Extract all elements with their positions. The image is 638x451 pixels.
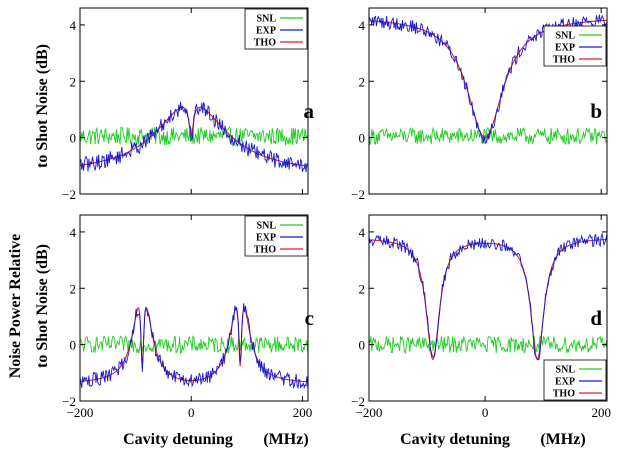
- y-axis-label-top: to Shot Noise (dB): [34, 44, 51, 168]
- legend-label-snl-d: SNL: [556, 365, 576, 376]
- legend-label-exp-d: EXP: [555, 377, 575, 388]
- x-tick-label-d-0: −200: [356, 405, 383, 420]
- legend-label-tho-d: THO: [553, 389, 575, 400]
- y-tick-label-b-2: 2: [359, 74, 366, 89]
- y-axis-label-bottom-line2: to Shot Noise (dB): [34, 244, 51, 368]
- y-tick-label-d-1: 0: [359, 338, 366, 353]
- y-tick-label-c-1: 0: [70, 338, 77, 353]
- legend-label-tho-a: THO: [254, 38, 276, 49]
- plot-frame-c: [79, 214, 309, 402]
- y-tick-label-c-2: 2: [70, 281, 77, 296]
- y-tick-label-a-2: 2: [70, 74, 77, 89]
- legend-label-tho-c: THO: [254, 245, 276, 256]
- y-tick-label-a-0: −2: [62, 187, 76, 202]
- legend-label-exp-a: EXP: [256, 26, 276, 37]
- plot-frame-b: [368, 7, 608, 195]
- y-tick-label-a-1: 0: [70, 131, 77, 146]
- panel-label-c: c: [305, 306, 314, 330]
- y-tick-label-c-3: 4: [70, 225, 77, 240]
- series-line-snl-a: [80, 126, 308, 147]
- y-tick-label-b-3: 4: [359, 18, 366, 33]
- panel-label-a: a: [304, 99, 315, 123]
- y-tick-label-c-0: −2: [62, 394, 76, 409]
- x-tick-label-d-1: 0: [482, 405, 489, 420]
- legend-label-tho-b: THO: [553, 55, 575, 66]
- series-line-exp-d: [369, 232, 607, 361]
- legend-label-exp-b: EXP: [555, 43, 575, 54]
- x-tick-label-d-2: 200: [591, 405, 611, 420]
- legend-label-exp-c: EXP: [256, 233, 276, 244]
- x-tick-label-c-0: −200: [67, 405, 94, 420]
- legend-label-snl-c: SNL: [257, 221, 277, 232]
- x-tick-label-c-1: 0: [188, 405, 195, 420]
- y-tick-label-b-1: 0: [359, 131, 366, 146]
- y-tick-label-d-0: −2: [351, 394, 365, 409]
- x-axis-label-right: Cavity detuning: [400, 431, 510, 448]
- y-tick-label-a-3: 4: [70, 18, 77, 33]
- x-tick-label-c-2: 200: [293, 405, 313, 420]
- series-line-snl-c: [80, 335, 308, 354]
- y-tick-label-b-0: −2: [351, 187, 365, 202]
- legend-label-snl-b: SNL: [556, 31, 576, 42]
- legend-label-snl-a: SNL: [257, 14, 277, 25]
- x-axis-label-left: Cavity detuning: [123, 431, 233, 448]
- x-axis-unit-right: (MHz): [540, 431, 585, 448]
- x-axis-unit-left: (MHz): [263, 431, 308, 448]
- y-tick-label-d-2: 2: [359, 281, 366, 296]
- plot-frame-a: [79, 7, 309, 195]
- plot-frame-d: [368, 214, 608, 402]
- y-axis-label-bottom-line1: Noise Power Relative: [7, 234, 24, 379]
- panel-label-b: b: [590, 99, 602, 123]
- series-line-snl-d: [369, 335, 607, 355]
- series-line-exp-c: [80, 303, 308, 390]
- series-line-exp-a: [80, 101, 308, 173]
- y-tick-label-d-3: 4: [359, 225, 366, 240]
- series-line-snl-b: [369, 126, 607, 145]
- panel-label-d: d: [590, 306, 602, 330]
